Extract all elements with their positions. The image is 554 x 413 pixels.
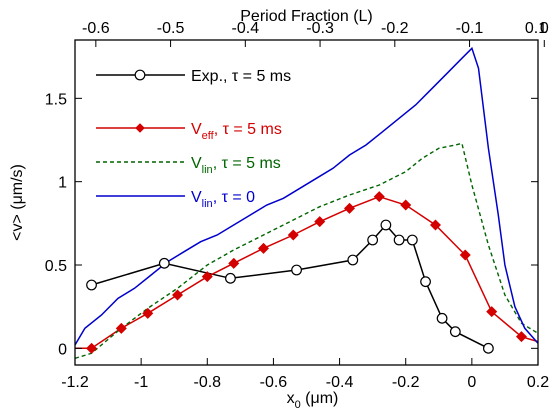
top-tick-label: -0.5 bbox=[157, 20, 185, 37]
x-axis-label: x0 (μm) bbox=[287, 390, 339, 411]
top-tick-label: 0.1 bbox=[525, 20, 547, 37]
series-line-3 bbox=[75, 46, 538, 346]
y-tick-label: 0 bbox=[58, 341, 67, 358]
legend-marker bbox=[135, 123, 145, 133]
x-tick-label: -0.4 bbox=[326, 374, 354, 391]
data-point bbox=[86, 279, 97, 291]
x-tick-label: -1.2 bbox=[61, 374, 89, 391]
data-point bbox=[400, 199, 412, 211]
top-tick-label: -0.3 bbox=[306, 20, 334, 37]
data-point bbox=[314, 216, 326, 228]
data-point bbox=[436, 312, 448, 324]
top-tick-label: -0.6 bbox=[82, 20, 110, 37]
data-point bbox=[515, 331, 527, 343]
data-point bbox=[225, 272, 236, 284]
legend-label: Vlin, τ = 5 ms bbox=[191, 155, 281, 176]
data-point bbox=[228, 257, 240, 269]
data-point bbox=[201, 271, 213, 283]
data-point bbox=[429, 219, 441, 231]
y-axis-label: <v> (μm/s) bbox=[9, 164, 26, 241]
series-line-1 bbox=[75, 195, 538, 350]
top-tick-label: -0.2 bbox=[381, 20, 409, 37]
y-tick-label: 1 bbox=[58, 175, 67, 192]
ticks-layer: -1.2 -1 -0.8 -0.6 -0.4 -0.2 0 0.2 0 0.5 1 1.5 -0.6 -0… bbox=[45, 20, 549, 391]
series-layer bbox=[75, 46, 538, 359]
data-point bbox=[373, 191, 385, 203]
legend-marker bbox=[134, 69, 146, 81]
series-line-2 bbox=[75, 142, 538, 359]
legend-label: Exp., τ = 5 ms bbox=[191, 68, 291, 85]
data-point bbox=[258, 242, 270, 254]
x-tick-label: -1 bbox=[134, 374, 148, 391]
x-tick-label: 0 bbox=[467, 374, 476, 391]
data-point bbox=[287, 229, 299, 241]
top-tick-label: -0.1 bbox=[456, 20, 484, 37]
data-point bbox=[291, 264, 302, 276]
series-line-0 bbox=[91, 223, 489, 349]
x-tick-label: -0.6 bbox=[260, 374, 288, 391]
x-tick-label: 0.2 bbox=[527, 374, 549, 391]
data-point bbox=[406, 234, 418, 246]
data-point bbox=[486, 306, 498, 318]
top-axis-label: Period Fraction (L) bbox=[240, 8, 373, 25]
x-tick-label: -0.8 bbox=[193, 374, 221, 391]
data-point bbox=[115, 322, 127, 334]
plot-frame bbox=[74, 39, 539, 366]
data-point bbox=[420, 276, 431, 288]
legend: Exp., τ = 5 ms Veff, τ = 5 ms Vlin, τ = 5 … bbox=[96, 68, 291, 210]
data-point bbox=[393, 234, 405, 246]
data-point bbox=[86, 342, 98, 354]
data-point bbox=[347, 254, 359, 266]
data-point bbox=[172, 289, 184, 301]
data-point bbox=[158, 257, 170, 269]
data-point bbox=[449, 326, 461, 338]
data-point bbox=[380, 219, 392, 231]
data-point bbox=[343, 202, 355, 214]
data-point bbox=[482, 342, 494, 354]
data-point bbox=[142, 307, 154, 319]
legend-label: Vlin, τ = 0 bbox=[191, 189, 255, 210]
top-tick-label: -0.4 bbox=[232, 20, 260, 37]
top-tick-label: 0 bbox=[540, 20, 549, 37]
data-point bbox=[367, 234, 379, 246]
y-tick-label: 0.5 bbox=[45, 258, 67, 275]
x-tick-label: -0.2 bbox=[392, 374, 420, 391]
legend-label: Veff, τ = 5 ms bbox=[191, 121, 282, 142]
data-point bbox=[459, 249, 471, 261]
y-tick-label: 1.5 bbox=[45, 91, 67, 108]
